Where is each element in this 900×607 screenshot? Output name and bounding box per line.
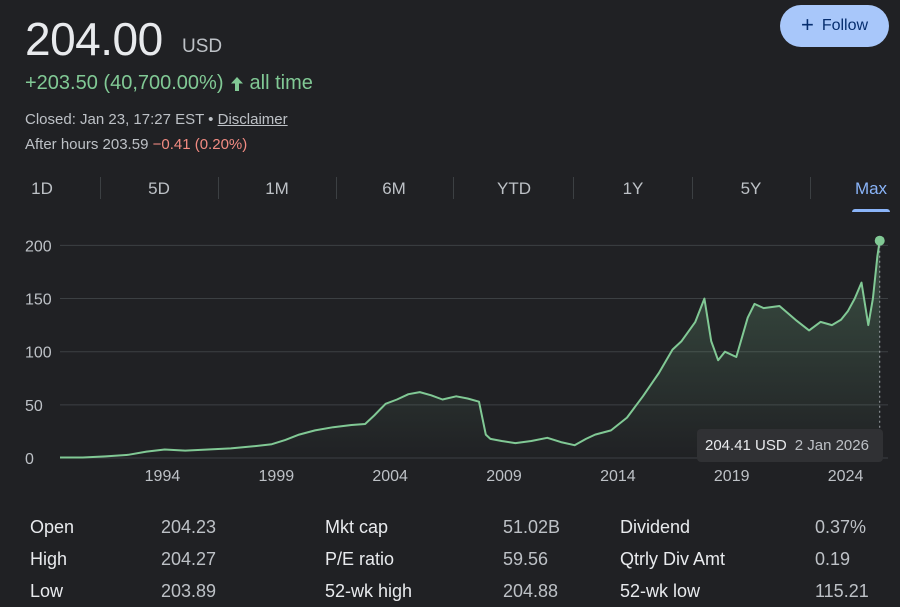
stat-label-open: Open	[30, 517, 75, 537]
x-tick-label: 1994	[145, 468, 181, 485]
stat-label-high: High	[30, 549, 68, 569]
range-tabs: 1D 5D 1M 6M YTD 1Y 5Y Max	[0, 172, 900, 212]
x-tick-label: 2024	[828, 468, 864, 485]
after-hours-change: −0.41 (0.20%)	[152, 136, 248, 153]
stat-label-low: Low	[30, 581, 64, 601]
stat-value-qtrly-div: 0.19	[815, 549, 851, 569]
stat-label-52wk-high: 52-wk high	[325, 581, 413, 601]
tab-divider	[573, 177, 574, 199]
y-tick-label: 100	[25, 345, 52, 362]
stat-value-dividend: 0.37%	[815, 517, 867, 537]
stat-label-qtrly-div: Qtrly Div Amt	[620, 549, 726, 569]
chart-tooltip: 204.41 USD 2 Jan 2026	[697, 429, 883, 462]
plus-icon: +	[800, 12, 814, 37]
y-tick-label: 0	[25, 451, 34, 468]
tab-1m[interactable]: 1M	[265, 179, 289, 198]
tab-divider	[453, 177, 454, 199]
stat-value-mkt-cap: 51.02B	[503, 517, 561, 537]
x-tick-label: 2019	[714, 468, 750, 485]
stat-value-open: 204.23	[161, 517, 217, 537]
change-value: +203.50 (40,700.00%)	[25, 72, 224, 94]
series-area	[60, 240, 880, 458]
stat-label-dividend: Dividend	[620, 517, 691, 537]
tab-max[interactable]: Max	[841, 172, 900, 212]
y-tick-label: 150	[25, 292, 52, 309]
stat-label-52wk-low: 52-wk low	[620, 581, 701, 601]
stat-label-pe-ratio: P/E ratio	[325, 549, 395, 569]
tab-divider	[692, 177, 693, 199]
tab-divider	[810, 177, 811, 199]
stats-row: High 204.27 P/E ratio 59.56 Qtrly Div Am…	[0, 545, 900, 575]
tab-divider	[100, 177, 101, 199]
tooltip-price: 204.41 USD	[705, 437, 787, 454]
follow-label: Follow	[821, 17, 869, 34]
disclaimer-link[interactable]: Disclaimer	[217, 111, 288, 128]
y-tick-label: 50	[25, 398, 43, 415]
stat-value-high: 204.27	[161, 549, 217, 569]
change-period: all time	[249, 72, 313, 94]
x-tick-label: 2004	[372, 468, 408, 485]
hover-point	[874, 235, 885, 246]
tab-divider	[218, 177, 219, 199]
stats-row: Open 204.23 Mkt cap 51.02B Dividend 0.37…	[0, 513, 900, 543]
price-chart[interactable]: 0 50 100 150 200 1994 1999 2004 2009 2014 2019 202…	[0, 225, 900, 495]
stock-price: 204.00	[25, 13, 163, 65]
after-hours-price: After hours 203.59	[25, 136, 149, 153]
stat-value-52wk-high: 204.88	[503, 581, 559, 601]
series-line	[60, 240, 881, 459]
after-hours: After hours 203.59 −0.41 (0.20%)	[25, 136, 247, 153]
x-tick-label: 2009	[486, 468, 522, 485]
stat-value-pe-ratio: 59.56	[503, 549, 549, 569]
price-change: +203.50 (40,700.00%) all time	[25, 72, 313, 95]
tab-5d[interactable]: 5D	[148, 179, 170, 198]
arrow-up-icon	[230, 76, 243, 91]
stat-value-low: 203.89	[161, 581, 217, 601]
stat-value-52wk-low: 115.21	[815, 581, 869, 601]
currency-label: USD	[182, 36, 223, 57]
closed-text: Closed: Jan 23, 17:27 EST •	[25, 111, 214, 128]
y-tick-label: 200	[25, 238, 52, 255]
x-tick-label: 1999	[259, 468, 295, 485]
stats-row: Low 203.89 52-wk high 204.88 52-wk low 1…	[0, 577, 900, 607]
tooltip-date: 2 Jan 2026	[794, 437, 869, 454]
stat-label-mkt-cap: Mkt cap	[325, 517, 389, 537]
tab-ytd[interactable]: YTD	[497, 179, 531, 198]
tab-1d[interactable]: 1D	[31, 179, 53, 198]
follow-button[interactable]: + Follow	[780, 5, 889, 47]
tab-5y[interactable]: 5Y	[740, 179, 762, 198]
tab-6m[interactable]: 6M	[382, 179, 406, 198]
tab-1y[interactable]: 1Y	[622, 179, 644, 198]
tab-divider	[336, 177, 337, 199]
x-tick-label: 2014	[600, 468, 636, 485]
closed-status: Closed: Jan 23, 17:27 EST • Disclaimer	[25, 111, 288, 128]
